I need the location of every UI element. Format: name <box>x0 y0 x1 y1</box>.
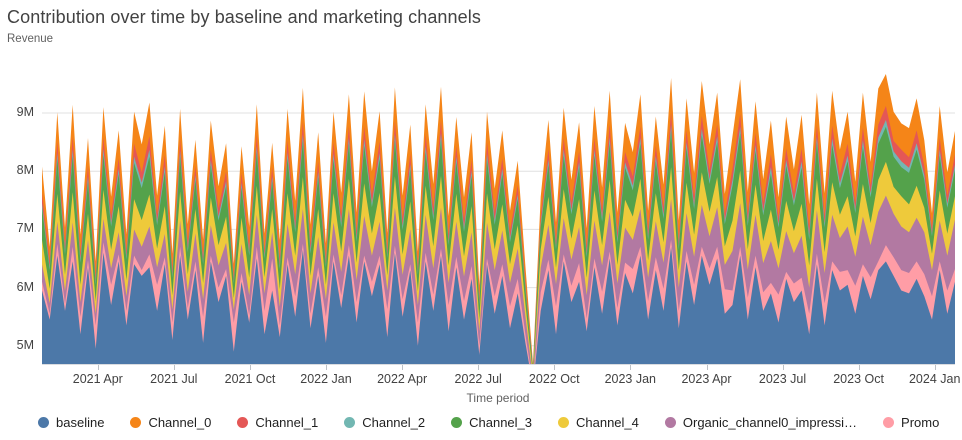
legend-item-Channel_3[interactable]: Channel_3 <box>451 415 532 430</box>
legend-swatch-icon <box>344 417 356 428</box>
legend-label: baseline <box>56 415 105 430</box>
x-axis-tick <box>97 365 99 370</box>
x-axis-label-2021-Jul: 2021 Jul <box>150 372 198 386</box>
legend-swatch-icon <box>664 417 676 428</box>
y-axis-label-9M: 9M <box>16 104 34 119</box>
legend-swatch-icon <box>237 417 249 428</box>
x-axis-tick <box>402 365 404 370</box>
legend-item-Promo[interactable]: Promo <box>883 415 939 430</box>
x-axis-title: Time period <box>466 391 530 405</box>
y-axis-label-5M: 5M <box>16 337 34 352</box>
x-axis-label-2022-Jan: 2022 Jan <box>300 372 352 386</box>
x-axis-label-2022-Jul: 2022 Jul <box>454 372 502 386</box>
y-axis-title: Revenue <box>7 33 54 45</box>
x-axis-tick <box>706 365 708 370</box>
legend-label: Promo <box>901 415 940 430</box>
legend-item-Channel_4[interactable]: Channel_4 <box>558 415 639 430</box>
legend-swatch-icon <box>451 417 463 428</box>
x-axis-tick <box>554 365 556 370</box>
x-axis-tick <box>173 365 175 370</box>
legend-item-Channel_2[interactable]: Channel_2 <box>344 415 425 430</box>
legend-label: Channel_1 <box>255 415 319 430</box>
x-axis-label-2023-Apr: 2023 Apr <box>681 372 732 386</box>
legend: baseline Channel_0 Channel_1 Channel_2 Chann… <box>38 415 939 430</box>
chart-title: Contribution over time by baseline and m… <box>7 7 481 27</box>
legend-swatch-icon <box>38 417 49 428</box>
x-axis-tick <box>630 365 632 370</box>
x-axis-tick <box>782 365 784 370</box>
x-axis-label-2022-Apr: 2022 Apr <box>377 372 428 386</box>
x-axis-label-2022-Oct: 2022 Oct <box>528 372 580 386</box>
x-axis-label-2023-Oct: 2023 Oct <box>833 372 884 386</box>
x-axis-label-2023-Jul: 2023 Jul <box>758 372 807 386</box>
plot-area <box>42 60 955 365</box>
y-axis-label-7M: 7M <box>16 221 34 236</box>
x-axis-label-2023-Jan: 2023 Jan <box>604 372 657 386</box>
legend-item-Organic_channel0_impressi…[interactable]: Organic_channel0_impressi… <box>664 415 858 430</box>
area-series-baseline <box>42 246 955 365</box>
legend-label: Channel_2 <box>362 415 426 430</box>
x-axis-tick <box>478 365 480 370</box>
x-axis-label-2024-Jan: 2024 Jan <box>908 372 961 386</box>
plot-svg <box>42 74 955 365</box>
legend-label: Organic_channel0_impressi… <box>682 415 858 430</box>
x-axis-tick <box>250 365 251 370</box>
y-axis-label-6M: 6M <box>16 279 34 294</box>
legend-swatch-icon <box>558 417 569 428</box>
x-axis-label-2021-Oct: 2021 Oct <box>224 372 276 386</box>
legend-swatch-icon <box>130 417 142 428</box>
x-axis-tick <box>934 365 936 370</box>
y-axis-label-8M: 8M <box>16 163 34 178</box>
legend-label: Channel_3 <box>469 415 532 430</box>
legend-swatch-icon <box>883 417 895 428</box>
legend-label: Channel_4 <box>576 415 639 430</box>
x-axis-label-2021-Apr: 2021 Apr <box>72 372 123 386</box>
x-axis-tick <box>326 365 327 370</box>
legend-item-Channel_1[interactable]: Channel_1 <box>237 415 318 430</box>
legend-item-baseline[interactable]: baseline <box>38 415 104 430</box>
x-axis-tick <box>858 365 860 370</box>
legend-item-Channel_0[interactable]: Channel_0 <box>130 415 211 430</box>
legend-label: Channel_0 <box>148 415 212 430</box>
